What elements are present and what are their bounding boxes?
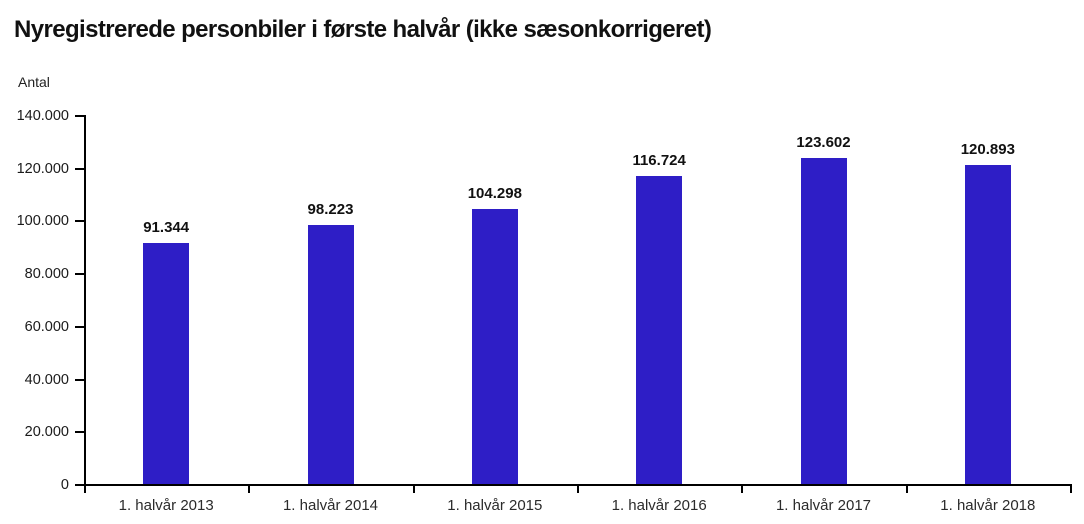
- x-axis-category-label: 1. halvår 2017: [775, 497, 872, 514]
- x-axis-line: [84, 484, 1072, 486]
- y-axis-tick: [75, 484, 84, 486]
- bar-12015: [471, 209, 518, 484]
- bar-value-label: 120.893: [960, 141, 1015, 159]
- y-axis-tick: [75, 325, 84, 328]
- bar-12014: [307, 225, 354, 484]
- x-axis-category-label: 1. halvår 2018: [940, 497, 1036, 514]
- bar-12017: [800, 158, 847, 484]
- x-axis-tick: [1070, 486, 1072, 493]
- y-axis-tick-label: 60.000: [24, 318, 69, 335]
- y-axis-tick: [75, 431, 84, 434]
- y-axis-tick-label: 120.000: [16, 160, 69, 177]
- y-axis-tick-label: 20.000: [24, 424, 69, 441]
- x-axis-category-label: 1. halvår 2016: [611, 497, 707, 514]
- y-axis-tick: [75, 220, 84, 223]
- y-axis-tick: [75, 115, 84, 117]
- x-axis-tick: [905, 486, 908, 493]
- y-axis-tick-label: 140.000: [16, 108, 69, 124]
- x-axis-category-label: 1. halvår 2015: [447, 497, 543, 514]
- x-axis-tick: [248, 486, 251, 493]
- bar-value-label: 116.724: [632, 152, 686, 170]
- y-axis-tick: [75, 167, 84, 170]
- x-axis-tick: [741, 486, 744, 493]
- y-axis-tick-label: 100.000: [16, 213, 69, 230]
- x-axis-category-label: 1. halvår 2014: [282, 497, 379, 514]
- x-axis-tick: [577, 486, 579, 493]
- y-axis-tick-label: 80.000: [24, 266, 69, 283]
- x-axis-tick: [84, 486, 86, 493]
- bar-12018: [964, 165, 1011, 484]
- y-axis-tick: [75, 378, 84, 381]
- bar-12016: [636, 176, 683, 484]
- x-axis-tick: [412, 486, 415, 493]
- y-axis-unit-label: Antal: [18, 74, 50, 90]
- bar-value-label: 104.298: [467, 185, 522, 203]
- bar-value-label: 98.223: [307, 201, 354, 219]
- bar-12013: [143, 243, 190, 484]
- bar-value-label: 91.344: [143, 219, 190, 237]
- y-axis-line: [84, 115, 86, 486]
- x-axis-category-label: 1. halvår 2013: [118, 497, 214, 514]
- y-axis-tick-label: 0: [60, 477, 69, 493]
- bar-value-label: 123.602: [796, 134, 851, 152]
- y-axis-tick-label: 40.000: [24, 371, 69, 388]
- y-axis-tick: [75, 273, 84, 276]
- chart-title: Nyregistrerede personbiler i første halv…: [14, 16, 712, 43]
